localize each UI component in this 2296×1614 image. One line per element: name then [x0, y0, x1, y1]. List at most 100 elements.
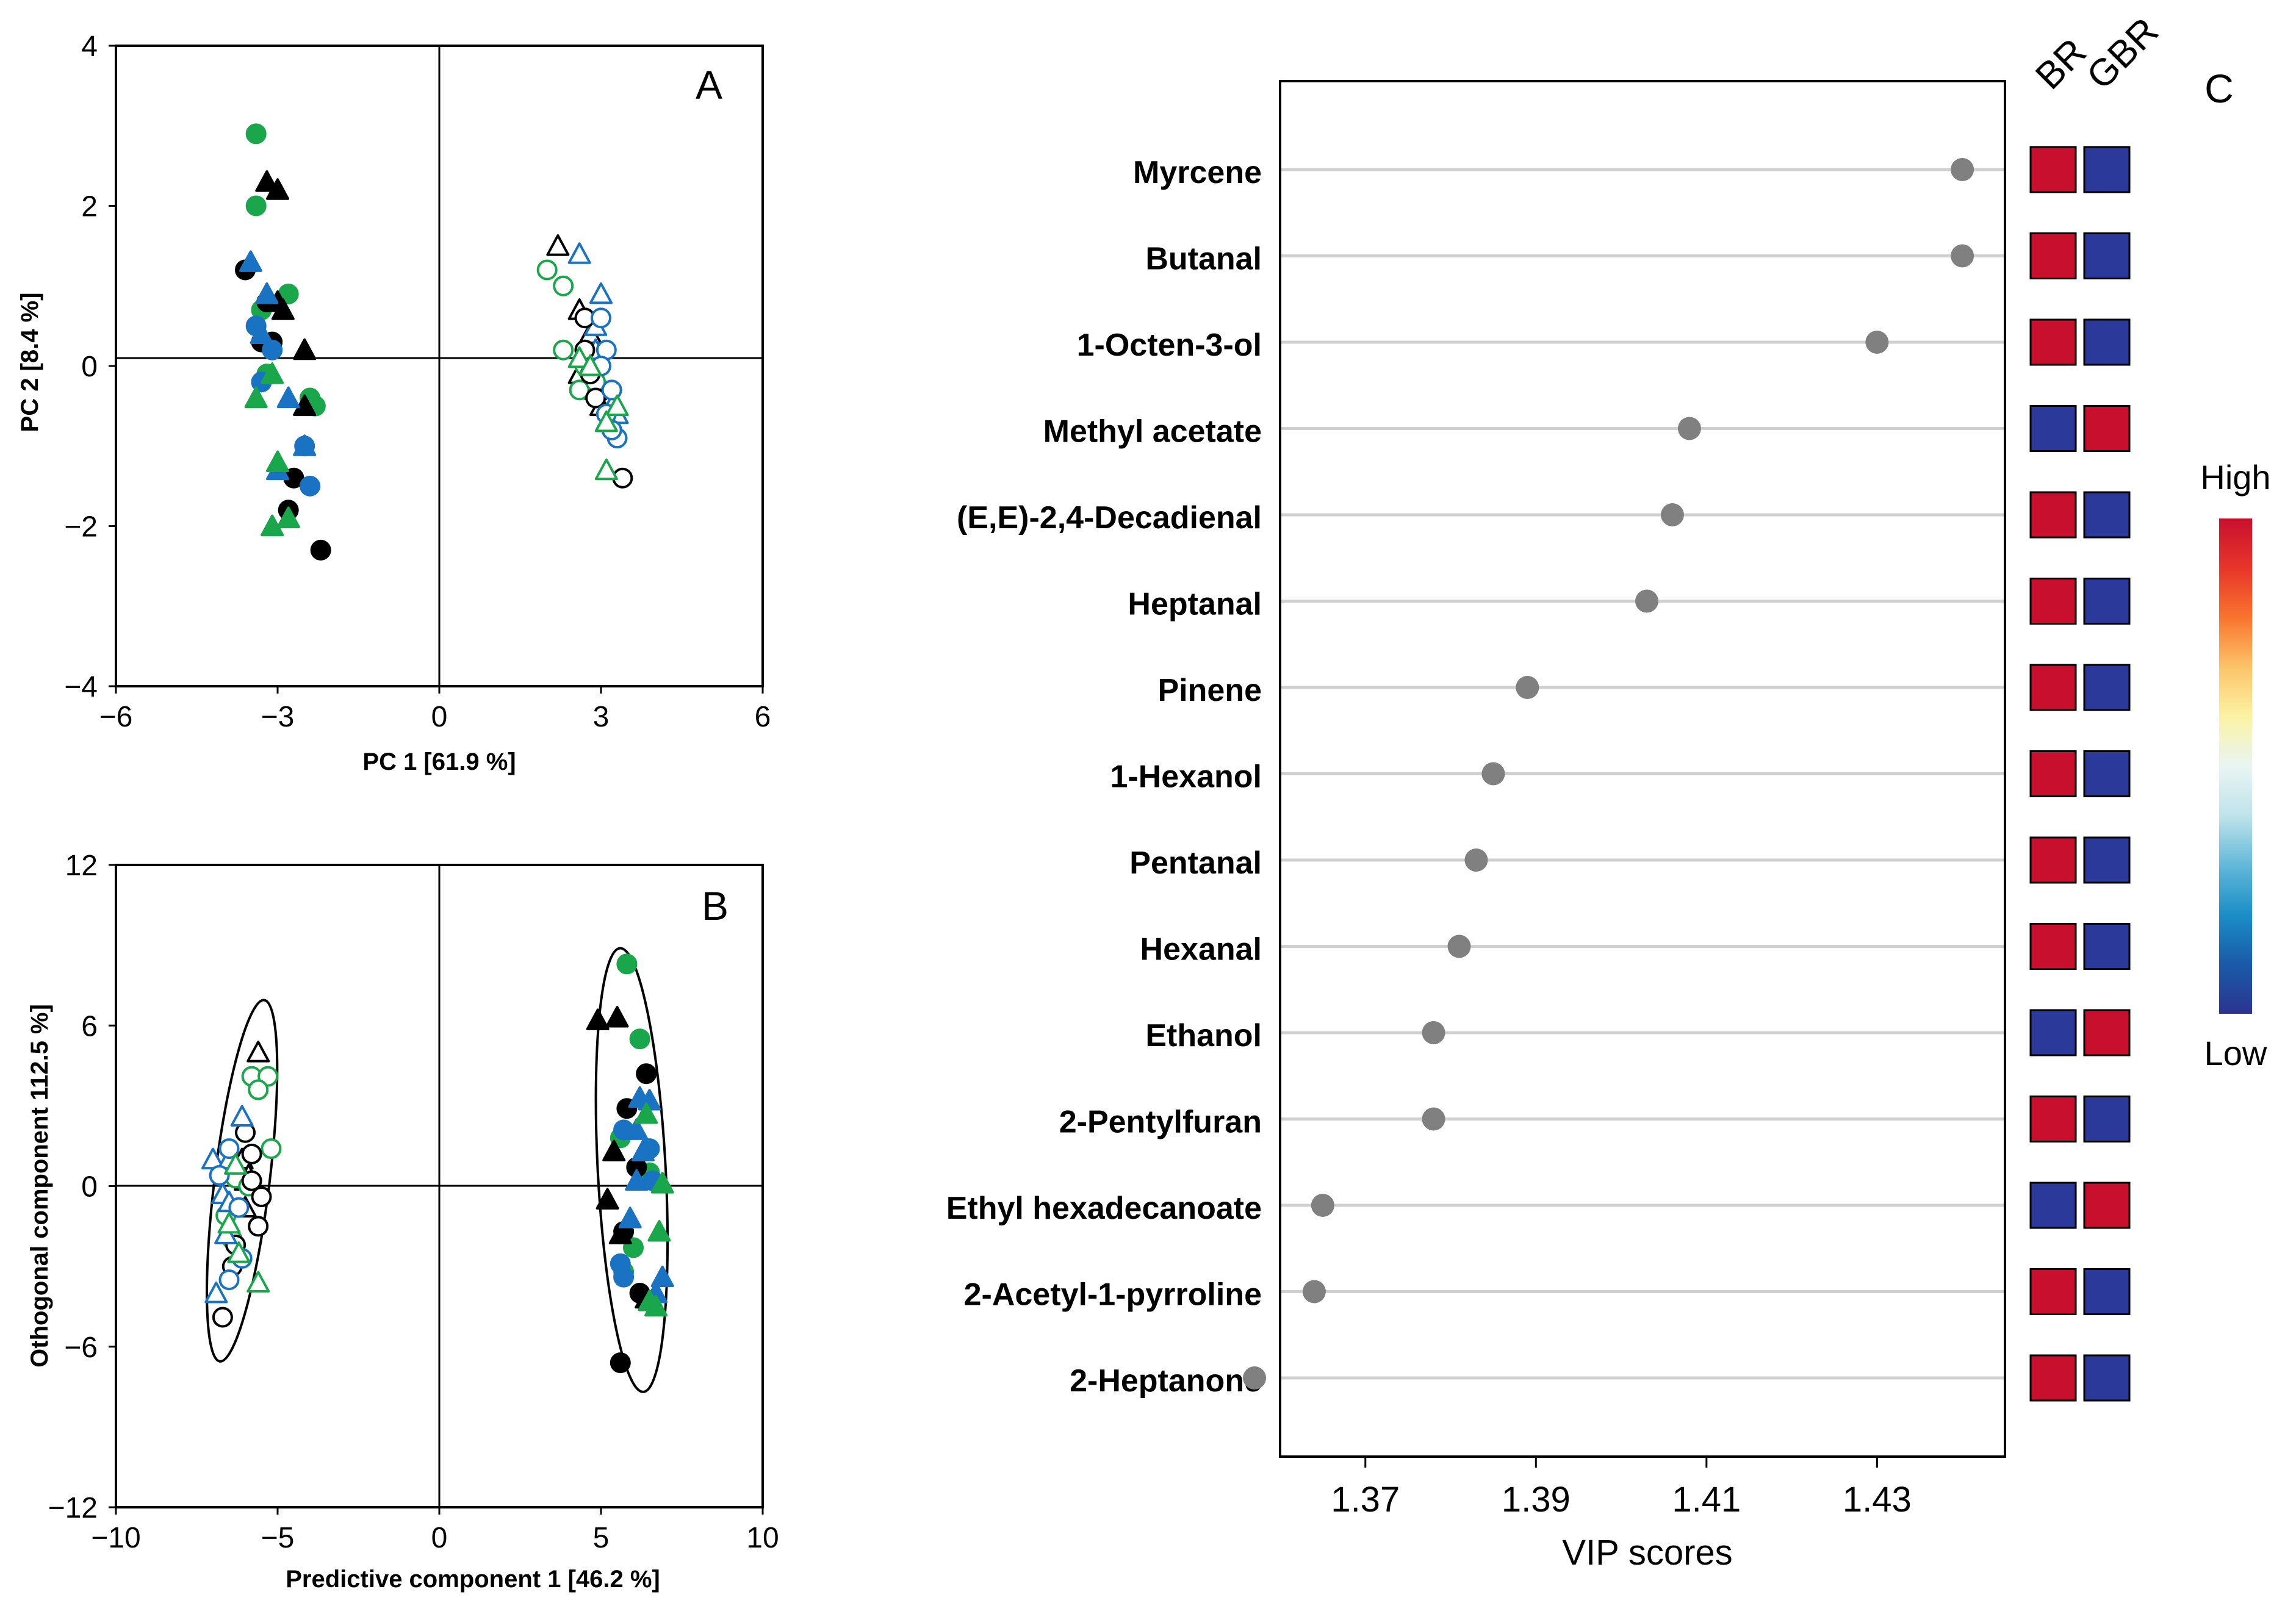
opls-point-black-open-circle	[251, 1186, 272, 1208]
heatmap-cell-myrcene-br	[2029, 146, 2077, 193]
opls-point-green-filled-triangle	[644, 1294, 668, 1317]
pca-y-tick-label: 0	[81, 351, 98, 383]
pca-point-blue-open-circle	[591, 307, 611, 329]
compound-label-pinene: Pinene	[1158, 673, 1262, 708]
vip-point-2-acetyl-1-pyrroline	[1302, 1280, 1326, 1304]
heatmap-cell-heptanal-br	[2029, 578, 2077, 625]
pca-point-black-filled-triangle	[271, 298, 295, 320]
opls-point-blue-filled-circle	[639, 1138, 660, 1160]
vip-point-2-heptanone	[1243, 1366, 1267, 1390]
vip-point-methyl-acetate	[1677, 417, 1701, 440]
heatmap-cell-1-hexanol-br	[2029, 750, 2077, 797]
vip-x-tick-label: 1.43	[1843, 1480, 1912, 1519]
heatmap-column-gbr: GBR	[2079, 10, 2167, 98]
heatmap-cell-2-pentylfuran-gbr	[2083, 1096, 2131, 1142]
heatmap-cell-hexanal-br	[2029, 923, 2077, 970]
vip-point-pinene	[1516, 676, 1539, 699]
pca-point-black-filled-triangle	[266, 178, 289, 200]
pca-point-blue-filled-circle	[245, 315, 267, 337]
pca-y-tick-label: 2	[81, 191, 98, 223]
heatmap-cell-myrcene-gbr	[2083, 146, 2131, 193]
opls-x-tick-label: 5	[593, 1522, 610, 1554]
pca-point-black-filled-triangle	[293, 338, 317, 360]
vip-point-1-octen-3-ol	[1865, 331, 1889, 354]
pca-point-blue-open-triangle	[589, 282, 613, 304]
pca-point-black-filled-circle	[310, 539, 331, 561]
opls-point-black-open-circle	[241, 1170, 262, 1191]
opls-y-tick-label: 6	[81, 1010, 98, 1042]
opls-x-tick-label: −10	[91, 1522, 140, 1554]
vip-x-tick-label: 1.37	[1331, 1480, 1400, 1519]
opls-point-blue-open-triangle	[230, 1105, 254, 1127]
pca-point-black-filled-triangle	[255, 170, 279, 192]
compound-label-pentanal: Pentanal	[1129, 845, 1262, 881]
opls-point-green-open-circle	[248, 1079, 269, 1100]
opls-point-blue-filled-circle	[613, 1119, 635, 1141]
pca-y-tick-label: −4	[64, 671, 98, 703]
opls-point-blue-open-circle	[218, 1269, 240, 1291]
opls-y-tick-label: −12	[48, 1492, 98, 1524]
compound-label-hexanal: Hexanal	[1140, 932, 1262, 967]
opls-x-tick-label: 10	[746, 1522, 779, 1554]
vip-point-hexanal	[1447, 934, 1471, 958]
opls-y-tick-label: 12	[65, 850, 98, 882]
pca-ticks: −6 −3 0 3 6 4 2 0 −2 −4	[64, 30, 771, 733]
opls-point-blue-open-circle	[218, 1138, 240, 1160]
heatmap-cell-1-octen-3-ol-br	[2029, 318, 2077, 366]
compound-label-2-heptanone: 2-Heptanone	[1070, 1363, 1262, 1399]
pca-point-blue-filled-circle	[300, 475, 320, 497]
opls-point-black-filled-triangle	[605, 1006, 629, 1028]
opls-point-black-filled-triangle	[602, 1139, 626, 1161]
heatmap-cell-ethanol-br	[2029, 1009, 2077, 1056]
opls-point-green-filled-triangle	[647, 1220, 671, 1242]
compound-label-butanal: Butanal	[1145, 242, 1262, 277]
vip-point-ethanol	[1422, 1021, 1445, 1044]
opls-point-green-open-triangle	[227, 1241, 251, 1263]
heatmap-cell-butanal-gbr	[2083, 232, 2131, 279]
vip-point-pentanal	[1464, 848, 1488, 872]
opls-point-green-filled-circle	[616, 953, 638, 975]
pca-point-blue-filled-triangle	[276, 386, 300, 408]
opls-point-black-open-circle	[248, 1216, 269, 1237]
pca-point-green-open-circle	[553, 275, 574, 296]
opls-x-tick-label: −5	[261, 1522, 295, 1554]
vip-x-axis-label: VIP scores	[1562, 1533, 1732, 1573]
heatmap-cell-pinene-br	[2029, 664, 2077, 711]
opls-point-green-open-triangle	[217, 1211, 241, 1234]
opls-ticks: −10 −5 0 5 10 12 6 0 −6 −12	[48, 850, 779, 1554]
vip-point-2-pentylfuran	[1422, 1107, 1445, 1131]
pca-point-green-filled-triangle	[244, 386, 268, 408]
vip-point-ethyl-hexadecanoate	[1311, 1194, 1334, 1217]
heatmap-cell-ethyl-hexadecanoate-br	[2029, 1182, 2077, 1229]
opls-point-blue-filled-triangle	[650, 1265, 674, 1288]
heatmap-cell-ethanol-gbr	[2083, 1009, 2131, 1056]
pca-y-tick-label: 4	[81, 30, 98, 63]
pca-markers	[235, 123, 633, 561]
opls-point-blue-filled-triangle	[618, 1207, 642, 1228]
heatmap-cell-e-e-2-4-decadienal-br	[2029, 491, 2077, 539]
opls-point-black-open-circle	[241, 1143, 262, 1164]
heatmap-cell-pentanal-br	[2029, 836, 2077, 884]
opls-markers	[201, 953, 674, 1374]
pca-point-green-filled-triangle	[266, 450, 289, 472]
pca-point-blue-filled-circle	[294, 436, 315, 457]
pca-x-axis-label: PC 1 [61.9 %]	[362, 748, 516, 775]
opls-point-black-open-triangle	[247, 1041, 270, 1063]
vip-point-myrcene	[1951, 158, 1974, 181]
heatmap	[2029, 146, 2131, 1402]
pca-point-green-open-circle	[569, 379, 590, 401]
opls-point-blue-open-triangle	[204, 1282, 228, 1304]
heatmap-cell-2-heptanone-gbr	[2083, 1354, 2131, 1402]
opls-point-black-open-circle	[212, 1307, 233, 1328]
compound-label-2-pentylfuran: 2-Pentylfuran	[1059, 1105, 1262, 1140]
pca-point-blue-filled-triangle	[239, 250, 262, 272]
compound-label-ethanol: Ethanol	[1145, 1018, 1262, 1053]
vip-point-heptanal	[1635, 589, 1658, 613]
heatmap-cell-2-acetyl-1-pyrroline-br	[2029, 1268, 2077, 1315]
pca-x-tick-label: 6	[755, 701, 771, 733]
vip-ticks: 1.37 1.39 1.41 1.43	[1331, 1457, 1912, 1519]
pca-x-tick-label: 3	[593, 701, 610, 733]
vip-plot: 1.37 1.39 1.41 1.43 Myrcene Butanal 1-Octen-3…	[946, 10, 2271, 1573]
opls-point-green-open-triangle	[247, 1271, 270, 1293]
